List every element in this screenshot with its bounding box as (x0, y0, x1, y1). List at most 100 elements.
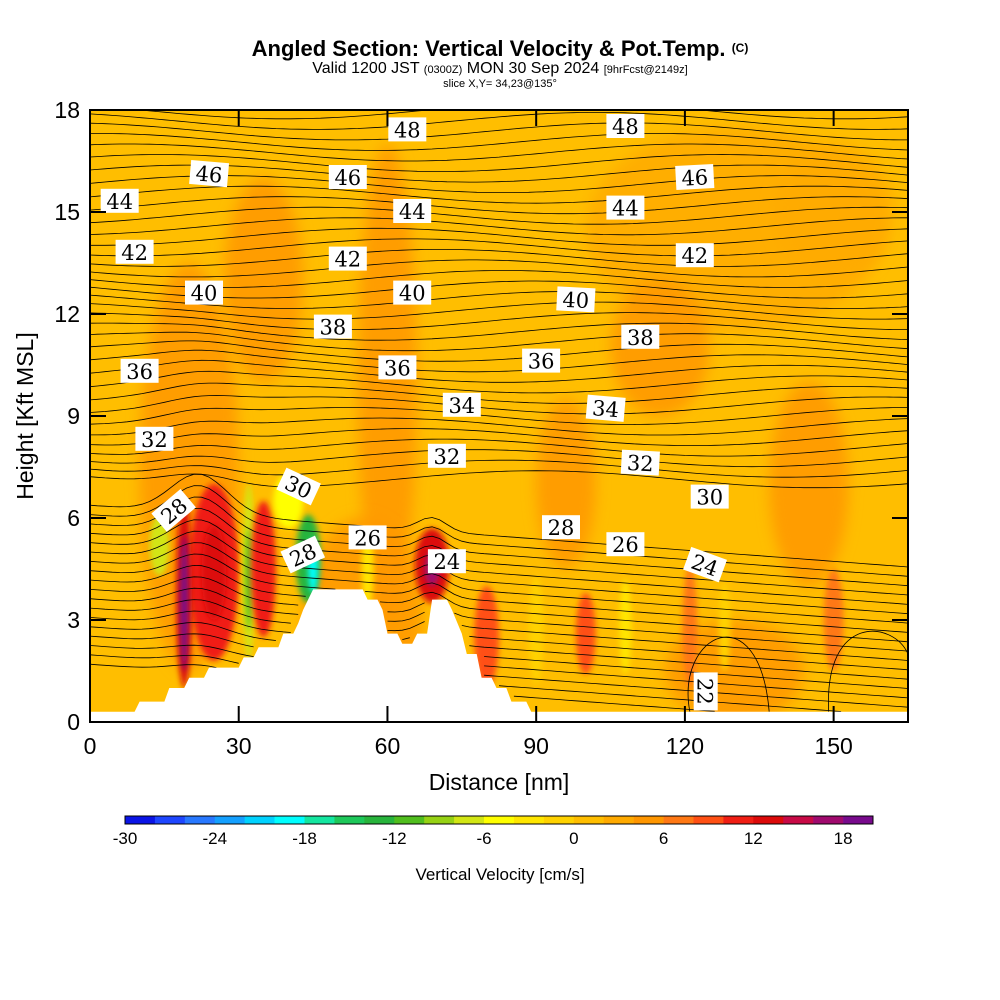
colorbar-swatch (394, 816, 425, 824)
theta-contour-line (90, 206, 908, 225)
colorbar-tick-label: -30 (113, 829, 138, 848)
colorbar-tick-label: 12 (744, 829, 763, 848)
contour-label-text: 24 (434, 550, 461, 574)
theta-contour-line (90, 470, 908, 489)
contour-label-text: 46 (681, 165, 709, 190)
contour-label: 42 (328, 246, 367, 272)
contour-label-text: 48 (394, 118, 421, 142)
theta-contour-line (90, 553, 908, 633)
contour-label: 32 (427, 443, 466, 469)
x-tick-label: 0 (84, 733, 97, 759)
contour-label-box (542, 515, 580, 540)
theta-contour-line (90, 459, 908, 478)
theta-contour-line (90, 259, 908, 278)
copyright-mark: (C) (731, 41, 749, 55)
contour-label-box (276, 467, 321, 506)
velocity-feature (357, 144, 418, 620)
y-axis-title: Height [Kft MSL] (12, 332, 38, 499)
contour-label-text: 48 (612, 115, 639, 139)
colorbar-swatch (154, 816, 186, 824)
contour-label-text: 38 (627, 326, 654, 350)
colorbar-swatch (484, 816, 515, 824)
plot-area: 48 48 46 46 46 44 44 44 42 42 42 40 40 40 38 38 36 36 36 34… (90, 104, 908, 722)
terrain-profile (90, 589, 908, 722)
theta-contour-line (157, 104, 908, 109)
colorbar-swatch (513, 816, 545, 824)
contour-label: 38 (621, 324, 660, 350)
contour-label-box (348, 525, 387, 550)
contour-label-box (328, 246, 367, 271)
contour-label-text: 22 (693, 678, 717, 705)
theta-contour-line (90, 519, 908, 605)
velocity-core (575, 592, 596, 675)
y-tick-label: 0 (67, 709, 80, 735)
contour-label-text: 46 (195, 161, 224, 187)
y-tick-label: 15 (54, 199, 80, 225)
contour-label-box (427, 549, 466, 574)
colorbar-swatch (244, 816, 275, 824)
contour-label-text: 42 (681, 244, 708, 268)
theta-contour-line (90, 587, 908, 661)
colorbar-swatch (334, 816, 365, 824)
theta-contour-line (90, 438, 908, 457)
theta-contour-line (90, 610, 908, 680)
contour-label: 36 (378, 355, 417, 380)
colorbar-swatch (125, 816, 156, 824)
velocity-core (474, 586, 499, 688)
contour-label-text: 26 (354, 526, 381, 550)
theta-contour-line (90, 122, 908, 141)
contour-label: 40 (556, 286, 596, 313)
theta-contour-line (90, 270, 908, 288)
theta-contour-line (90, 340, 908, 362)
colorbar-swatch (813, 816, 844, 824)
contour-label-box (378, 355, 417, 380)
theta-contour-line (90, 576, 908, 652)
contour-label: 22 (693, 672, 718, 711)
contour-label-text: 42 (334, 248, 361, 272)
contour-label-text: 42 (121, 241, 148, 265)
contour-label: 44 (606, 195, 645, 221)
theta-contour-line (828, 630, 908, 712)
contour-label: 32 (135, 426, 174, 452)
colorbar-swatch (214, 816, 245, 824)
contour-label-text: 30 (696, 486, 723, 510)
chart-title: Angled Section: Vertical Velocity & Pot.… (251, 36, 749, 61)
theta-contour-line (90, 196, 908, 215)
colorbar-swatch (663, 816, 694, 824)
vertical-velocity-field (90, 110, 908, 722)
contour-label: 26 (348, 525, 387, 550)
theta-contour-line (687, 636, 770, 712)
colorbar-swatch (543, 816, 575, 824)
contour-label-text: 40 (191, 282, 218, 306)
contour-label-box (683, 546, 728, 583)
contour-label-box (393, 199, 432, 223)
colorbar-swatch (184, 816, 216, 824)
contour-label-text: 36 (126, 360, 153, 384)
colorbar-swatch (454, 816, 485, 824)
contour-label: 32 (620, 449, 660, 476)
theta-contour-line (90, 654, 842, 712)
contour-label-text: 32 (434, 445, 461, 469)
contour-label-box (313, 314, 352, 339)
contour-label-text: 38 (320, 316, 347, 340)
velocity-core (718, 582, 731, 671)
contour-label: 24 (427, 549, 466, 574)
theta-contour-line (90, 507, 908, 596)
theta-contour-line (90, 663, 715, 712)
contour-label-box (151, 489, 196, 532)
contour-label: 28 (542, 515, 580, 540)
contour-label-box (675, 164, 715, 190)
theta-contour-line (90, 407, 908, 425)
y-tick-label: 3 (67, 607, 80, 633)
theta-contour-line (90, 249, 908, 267)
contour-label-box (690, 484, 729, 509)
y-tick-label: 9 (67, 403, 80, 429)
velocity-feature (774, 144, 894, 280)
colorbar-swatch (364, 816, 395, 824)
colorbar-swatch (843, 816, 874, 824)
contour-label-box (280, 535, 326, 574)
y-tick-label: 18 (54, 97, 80, 123)
theta-contour-line (136, 110, 908, 120)
chart-titles: Angled Section: Vertical Velocity & Pot.… (0, 36, 1000, 91)
